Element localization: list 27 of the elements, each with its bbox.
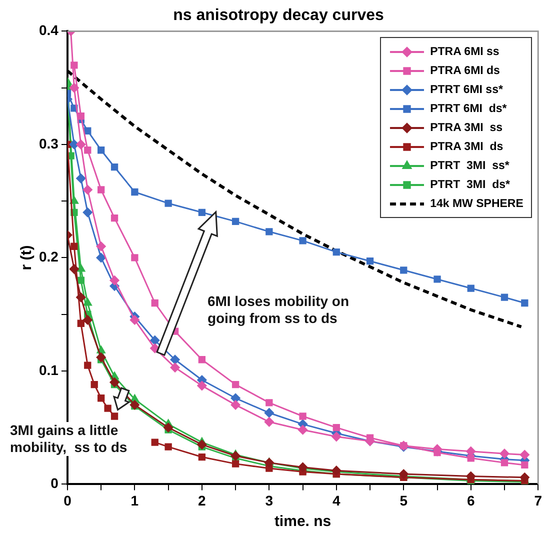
x-tick-label: 5 [400,492,408,508]
legend-label: PTRT 3MI ss* [430,160,510,172]
x-tick-label: 4 [332,492,341,508]
legend-label: PTRA 3MI ds [430,140,504,153]
legend-label: 14k MW SPHERE [430,198,524,210]
x-tick-label: 7 [534,492,542,508]
y-axis-title: r (t) [18,245,36,270]
legend-label: PTRA 6MI ds [430,64,500,77]
legend-label: PTRT 6MI ss* [430,84,503,96]
y-tick-label: 0 [50,475,59,492]
y-tick-label: 0.3 [38,135,59,152]
chart-title: ns anisotropy decay curves [173,7,384,24]
y-tick-label: 0.4 [38,22,59,38]
y-tick-label: 0.2 [38,248,59,265]
x-tick-label: 6 [466,492,475,508]
legend-label: PTRA 6MI ss [430,46,500,58]
annotation: 6MI loses mobility on going from ss to ds [207,293,350,328]
legend-label: PTRA 3MI ss [430,122,503,134]
x-tick-label: 2 [198,492,206,508]
x-tick-label: 0 [64,492,72,508]
x-tick-label: 3 [265,492,274,508]
legend-label: PTRT 3MI ds* [430,178,510,191]
y-tick-label: 0.1 [38,362,59,378]
x-axis-title: time. ns [274,513,332,530]
annotation: 3MI gains a little mobility, ss to ds [10,422,148,456]
x-tick-label: 1 [130,492,139,508]
legend-label: PTRT 6MI ds* [430,102,507,115]
